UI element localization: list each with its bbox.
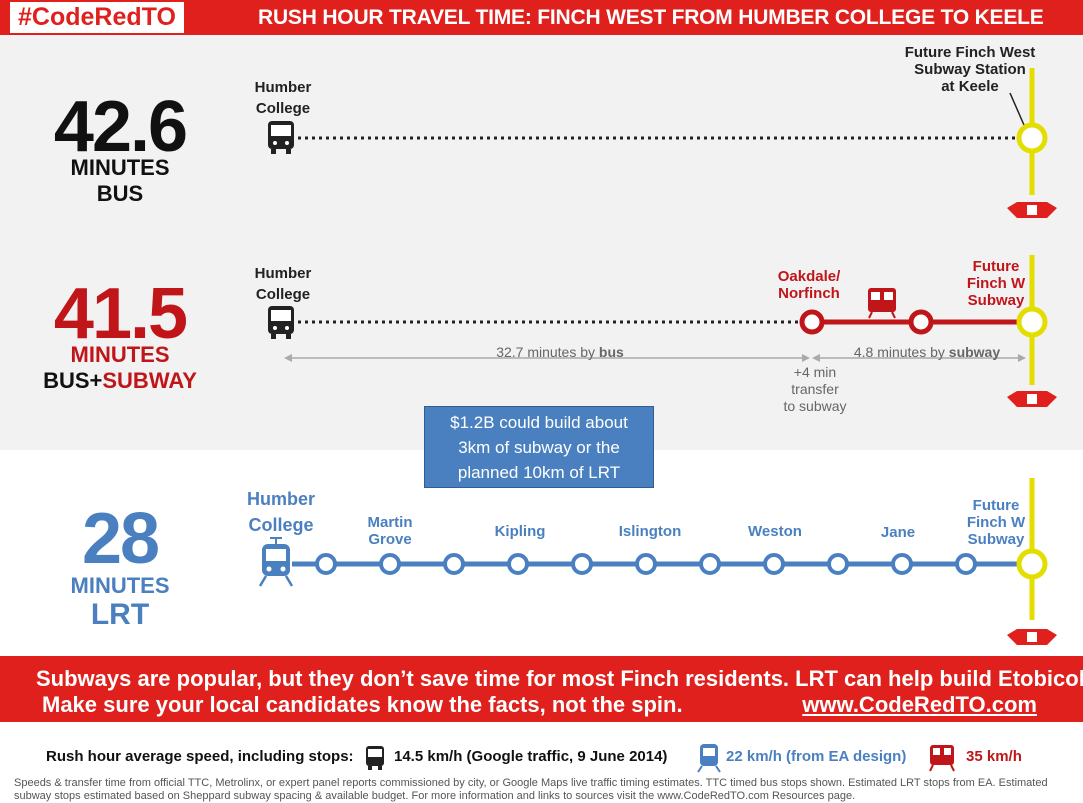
keele-station-1 bbox=[1016, 122, 1048, 154]
subway-destination-label: Future Finch W Subway bbox=[966, 258, 1026, 309]
bus-minutes-unit: MINUTES bbox=[70, 155, 170, 180]
pointer-line bbox=[1009, 92, 1025, 126]
bus-icon bbox=[268, 306, 294, 339]
lrt-stop bbox=[955, 553, 977, 575]
bus-mode-label: BUS bbox=[96, 181, 144, 206]
subway-time-label: 4.8 minutes by subway bbox=[853, 344, 1001, 360]
arrow-head-right bbox=[802, 354, 810, 362]
lrt-stop bbox=[699, 553, 721, 575]
bus-minutes: 42.6 bbox=[53, 87, 188, 167]
lrt-stop bbox=[635, 553, 657, 575]
bus-icon bbox=[268, 121, 294, 154]
banner-line-2: Make sure your local candidates know the… bbox=[42, 692, 683, 717]
subway-train-icon bbox=[929, 745, 955, 772]
lrt-stop bbox=[379, 553, 401, 575]
lrt-stop bbox=[315, 553, 337, 575]
lrt-minutes-unit: MINUTES bbox=[70, 573, 170, 598]
bus-subway-minutes: 41.5 bbox=[53, 274, 188, 354]
lrt-mode-label: LRT bbox=[90, 598, 150, 631]
bus-subway-origin-label: Humber College bbox=[254, 265, 312, 303]
oakdale-station bbox=[799, 309, 825, 335]
cost-callout: $1.2B could build about 3km of subway or … bbox=[424, 406, 654, 488]
keele-station-3 bbox=[1016, 548, 1048, 580]
lrt-stop bbox=[891, 553, 913, 575]
lrt-stop bbox=[763, 553, 785, 575]
transfer-station-label: Oakdale/Norfinch bbox=[777, 268, 841, 302]
lrt-stop-label: Kipling bbox=[494, 523, 546, 540]
lrt-tram-icon bbox=[258, 537, 294, 587]
ttc-logo-icon bbox=[1007, 629, 1057, 645]
lrt-stop bbox=[571, 553, 593, 575]
subway-train-icon bbox=[868, 288, 896, 319]
lrt-stop bbox=[827, 553, 849, 575]
lrt-stop-label: Martin Grove bbox=[367, 514, 413, 548]
lrt-minutes: 28 bbox=[81, 499, 160, 579]
message-banner bbox=[0, 656, 1083, 722]
bus-subway-minutes-unit: MINUTES bbox=[70, 342, 170, 367]
lrt-destination-label: Future Finch W Subway bbox=[966, 497, 1026, 548]
intermediate-station bbox=[908, 309, 934, 335]
arrow-head-left bbox=[284, 354, 292, 362]
banner-line-1: Subways are popular, but they don’t save… bbox=[36, 666, 1083, 691]
lrt-stop-label: Weston bbox=[748, 523, 802, 540]
bus-speed: 14.5 km/h (Google traffic, 9 June 2014) bbox=[394, 748, 668, 765]
website-link[interactable]: www.CodeRedTO.com bbox=[802, 692, 1037, 717]
lrt-speed: 22 km/h (from EA design) bbox=[726, 748, 907, 765]
bus-origin-label: Humber College bbox=[254, 79, 312, 117]
ttc-logo-icon bbox=[1007, 202, 1057, 218]
lrt-stop-label: Islington bbox=[618, 523, 682, 540]
bus-time-label: 32.7 minutes by bus bbox=[496, 344, 624, 360]
subway-speed: 35 km/h bbox=[966, 748, 1022, 765]
bus-subway-mode-label: BUS+SUBWAY bbox=[43, 368, 197, 393]
speed-label: Rush hour average speed, including stops… bbox=[46, 748, 354, 765]
lrt-origin-label: Humber College bbox=[246, 489, 315, 535]
arrow-head-right-2 bbox=[1018, 354, 1026, 362]
bus-icon bbox=[366, 746, 384, 770]
lrt-stop-label: Jane bbox=[880, 524, 916, 541]
arrow-head-left-2 bbox=[812, 354, 820, 362]
ttc-logo-icon bbox=[1007, 391, 1057, 407]
lrt-stop bbox=[443, 553, 465, 575]
transfer-note: +4 min transfer to subway bbox=[783, 364, 847, 414]
lrt-tram-icon bbox=[697, 744, 721, 773]
bus-destination-label: Future Finch West Subway Station at Keele bbox=[904, 44, 1036, 95]
keele-station-2 bbox=[1016, 306, 1048, 338]
page-title: RUSH HOUR TRAVEL TIME: FINCH WEST FROM H… bbox=[258, 6, 1044, 29]
lrt-stop bbox=[507, 553, 529, 575]
brand-logo: #CodeRedTO bbox=[10, 2, 184, 33]
sources-fine-print: Speeds & transfer time from official TTC… bbox=[14, 777, 1048, 802]
